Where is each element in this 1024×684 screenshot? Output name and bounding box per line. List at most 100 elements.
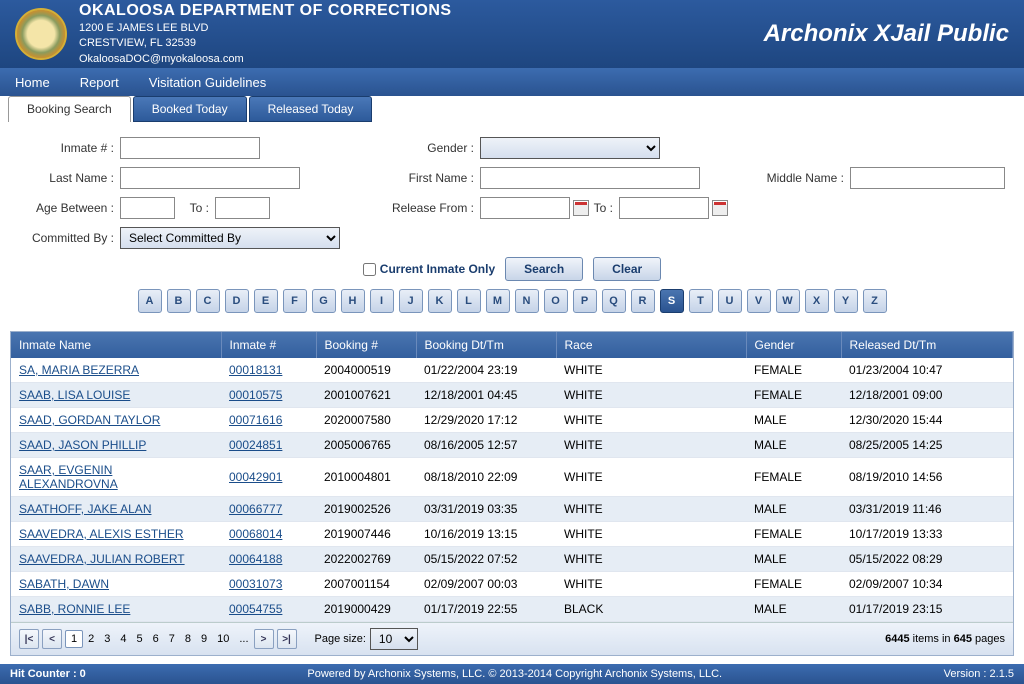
inmate-num-link[interactable]: 00066777 — [229, 502, 282, 516]
alpha-Z[interactable]: Z — [863, 289, 887, 313]
checkbox-current-only[interactable] — [363, 263, 376, 276]
col-gender[interactable]: Gender — [746, 332, 841, 358]
alpha-F[interactable]: F — [283, 289, 307, 313]
header: OKALOOSA DEPARTMENT OF CORRECTIONS 1200 … — [0, 0, 1024, 68]
department-title: OKALOOSA DEPARTMENT OF CORRECTIONS — [79, 2, 764, 20]
alpha-W[interactable]: W — [776, 289, 800, 313]
input-release-to[interactable] — [619, 197, 709, 219]
pager-next-icon[interactable]: > — [254, 629, 274, 649]
input-middle-name[interactable] — [850, 167, 1005, 189]
nav-report[interactable]: Report — [80, 75, 119, 90]
col-inmate-num[interactable]: Inmate # — [221, 332, 316, 358]
alpha-C[interactable]: C — [196, 289, 220, 313]
calendar-icon[interactable] — [573, 200, 589, 216]
inmate-name-link[interactable]: SAAVEDRA, JULIAN ROBERT — [19, 552, 185, 566]
inmate-name-link[interactable]: SAAD, JASON PHILLIP — [19, 438, 146, 452]
alpha-G[interactable]: G — [312, 289, 336, 313]
inmate-num-link[interactable]: 00024851 — [229, 438, 282, 452]
inmate-num-link[interactable]: 00018131 — [229, 363, 282, 377]
pager-last-icon[interactable]: >| — [277, 629, 297, 649]
input-first-name[interactable] — [480, 167, 700, 189]
alpha-M[interactable]: M — [486, 289, 510, 313]
table-row: SABB, RONNIE LEE00054755201900042901/17/… — [11, 597, 1013, 622]
cell-booking: 2019007446 — [316, 522, 416, 547]
inmate-name-link[interactable]: SAAB, LISA LOUISE — [19, 388, 130, 402]
input-last-name[interactable] — [120, 167, 300, 189]
page-2[interactable]: 2 — [83, 631, 99, 647]
alpha-K[interactable]: K — [428, 289, 452, 313]
alpha-A[interactable]: A — [138, 289, 162, 313]
inmate-num-link[interactable]: 00064188 — [229, 552, 282, 566]
col-race[interactable]: Race — [556, 332, 746, 358]
alpha-P[interactable]: P — [573, 289, 597, 313]
col-released-dt[interactable]: Released Dt/Tm — [841, 332, 1013, 358]
alpha-V[interactable]: V — [747, 289, 771, 313]
select-committed-by[interactable]: Select Committed By — [120, 227, 340, 249]
input-release-from[interactable] — [480, 197, 570, 219]
input-age-to[interactable] — [215, 197, 270, 219]
alpha-R[interactable]: R — [631, 289, 655, 313]
tab-booking-search[interactable]: Booking Search — [8, 96, 131, 122]
page-1[interactable]: 1 — [65, 630, 83, 648]
pager-summary: 6445 items in 645 pages — [885, 633, 1005, 645]
select-page-size[interactable]: 10 — [370, 628, 418, 650]
page-7[interactable]: 7 — [164, 631, 180, 647]
inmate-name-link[interactable]: SABB, RONNIE LEE — [19, 602, 130, 616]
inmate-name-link[interactable]: SAAVEDRA, ALEXIS ESTHER — [19, 527, 184, 541]
alpha-S[interactable]: S — [660, 289, 684, 313]
page-3[interactable]: 3 — [99, 631, 115, 647]
alpha-Q[interactable]: Q — [602, 289, 626, 313]
alpha-N[interactable]: N — [515, 289, 539, 313]
col-booking-dt[interactable]: Booking Dt/Tm — [416, 332, 556, 358]
inmate-name-link[interactable]: SAAD, GORDAN TAYLOR — [19, 413, 160, 427]
alpha-X[interactable]: X — [805, 289, 829, 313]
alpha-L[interactable]: L — [457, 289, 481, 313]
tab-released-today[interactable]: Released Today — [249, 96, 373, 122]
inmate-num-link[interactable]: 00054755 — [229, 602, 282, 616]
alpha-E[interactable]: E — [254, 289, 278, 313]
pager-first-icon[interactable]: |< — [19, 629, 39, 649]
current-inmate-only[interactable]: Current Inmate Only — [363, 262, 495, 276]
nav-home[interactable]: Home — [15, 75, 50, 90]
tab-booked-today[interactable]: Booked Today — [133, 96, 247, 122]
alpha-I[interactable]: I — [370, 289, 394, 313]
cell-race: WHITE — [556, 522, 746, 547]
calendar-icon[interactable] — [712, 200, 728, 216]
cell-booking: 2005006765 — [316, 433, 416, 458]
alpha-D[interactable]: D — [225, 289, 249, 313]
alpha-J[interactable]: J — [399, 289, 423, 313]
alpha-H[interactable]: H — [341, 289, 365, 313]
inmate-num-link[interactable]: 00071616 — [229, 413, 282, 427]
search-button[interactable]: Search — [505, 257, 583, 281]
inmate-num-link[interactable]: 00068014 — [229, 527, 282, 541]
inmate-name-link[interactable]: SAAR, EVGENIN ALEXANDROVNA — [19, 463, 118, 491]
input-age-from[interactable] — [120, 197, 175, 219]
alpha-U[interactable]: U — [718, 289, 742, 313]
page-6[interactable]: 6 — [148, 631, 164, 647]
inmate-name-link[interactable]: SAATHOFF, JAKE ALAN — [19, 502, 151, 516]
inmate-name-link[interactable]: SABATH, DAWN — [19, 577, 109, 591]
input-inmate-num[interactable] — [120, 137, 260, 159]
page-5[interactable]: 5 — [132, 631, 148, 647]
col-inmate-name[interactable]: Inmate Name — [11, 332, 221, 358]
page-9[interactable]: 9 — [196, 631, 212, 647]
cell-gender: MALE — [746, 497, 841, 522]
select-gender[interactable] — [480, 137, 660, 159]
page-4[interactable]: 4 — [115, 631, 131, 647]
pager-ellipsis[interactable]: ... — [234, 631, 253, 647]
page-8[interactable]: 8 — [180, 631, 196, 647]
alpha-B[interactable]: B — [167, 289, 191, 313]
alpha-O[interactable]: O — [544, 289, 568, 313]
inmate-num-link[interactable]: 00042901 — [229, 470, 282, 484]
inmate-num-link[interactable]: 00010575 — [229, 388, 282, 402]
alpha-T[interactable]: T — [689, 289, 713, 313]
nav-visitation[interactable]: Visitation Guidelines — [149, 75, 267, 90]
inmate-name-link[interactable]: SA, MARIA BEZERRA — [19, 363, 139, 377]
col-booking-num[interactable]: Booking # — [316, 332, 416, 358]
pager-prev-icon[interactable]: < — [42, 629, 62, 649]
page-10[interactable]: 10 — [212, 631, 234, 647]
clear-button[interactable]: Clear — [593, 257, 661, 281]
alpha-Y[interactable]: Y — [834, 289, 858, 313]
table-row: SAAVEDRA, JULIAN ROBERT00064188202200276… — [11, 547, 1013, 572]
inmate-num-link[interactable]: 00031073 — [229, 577, 282, 591]
